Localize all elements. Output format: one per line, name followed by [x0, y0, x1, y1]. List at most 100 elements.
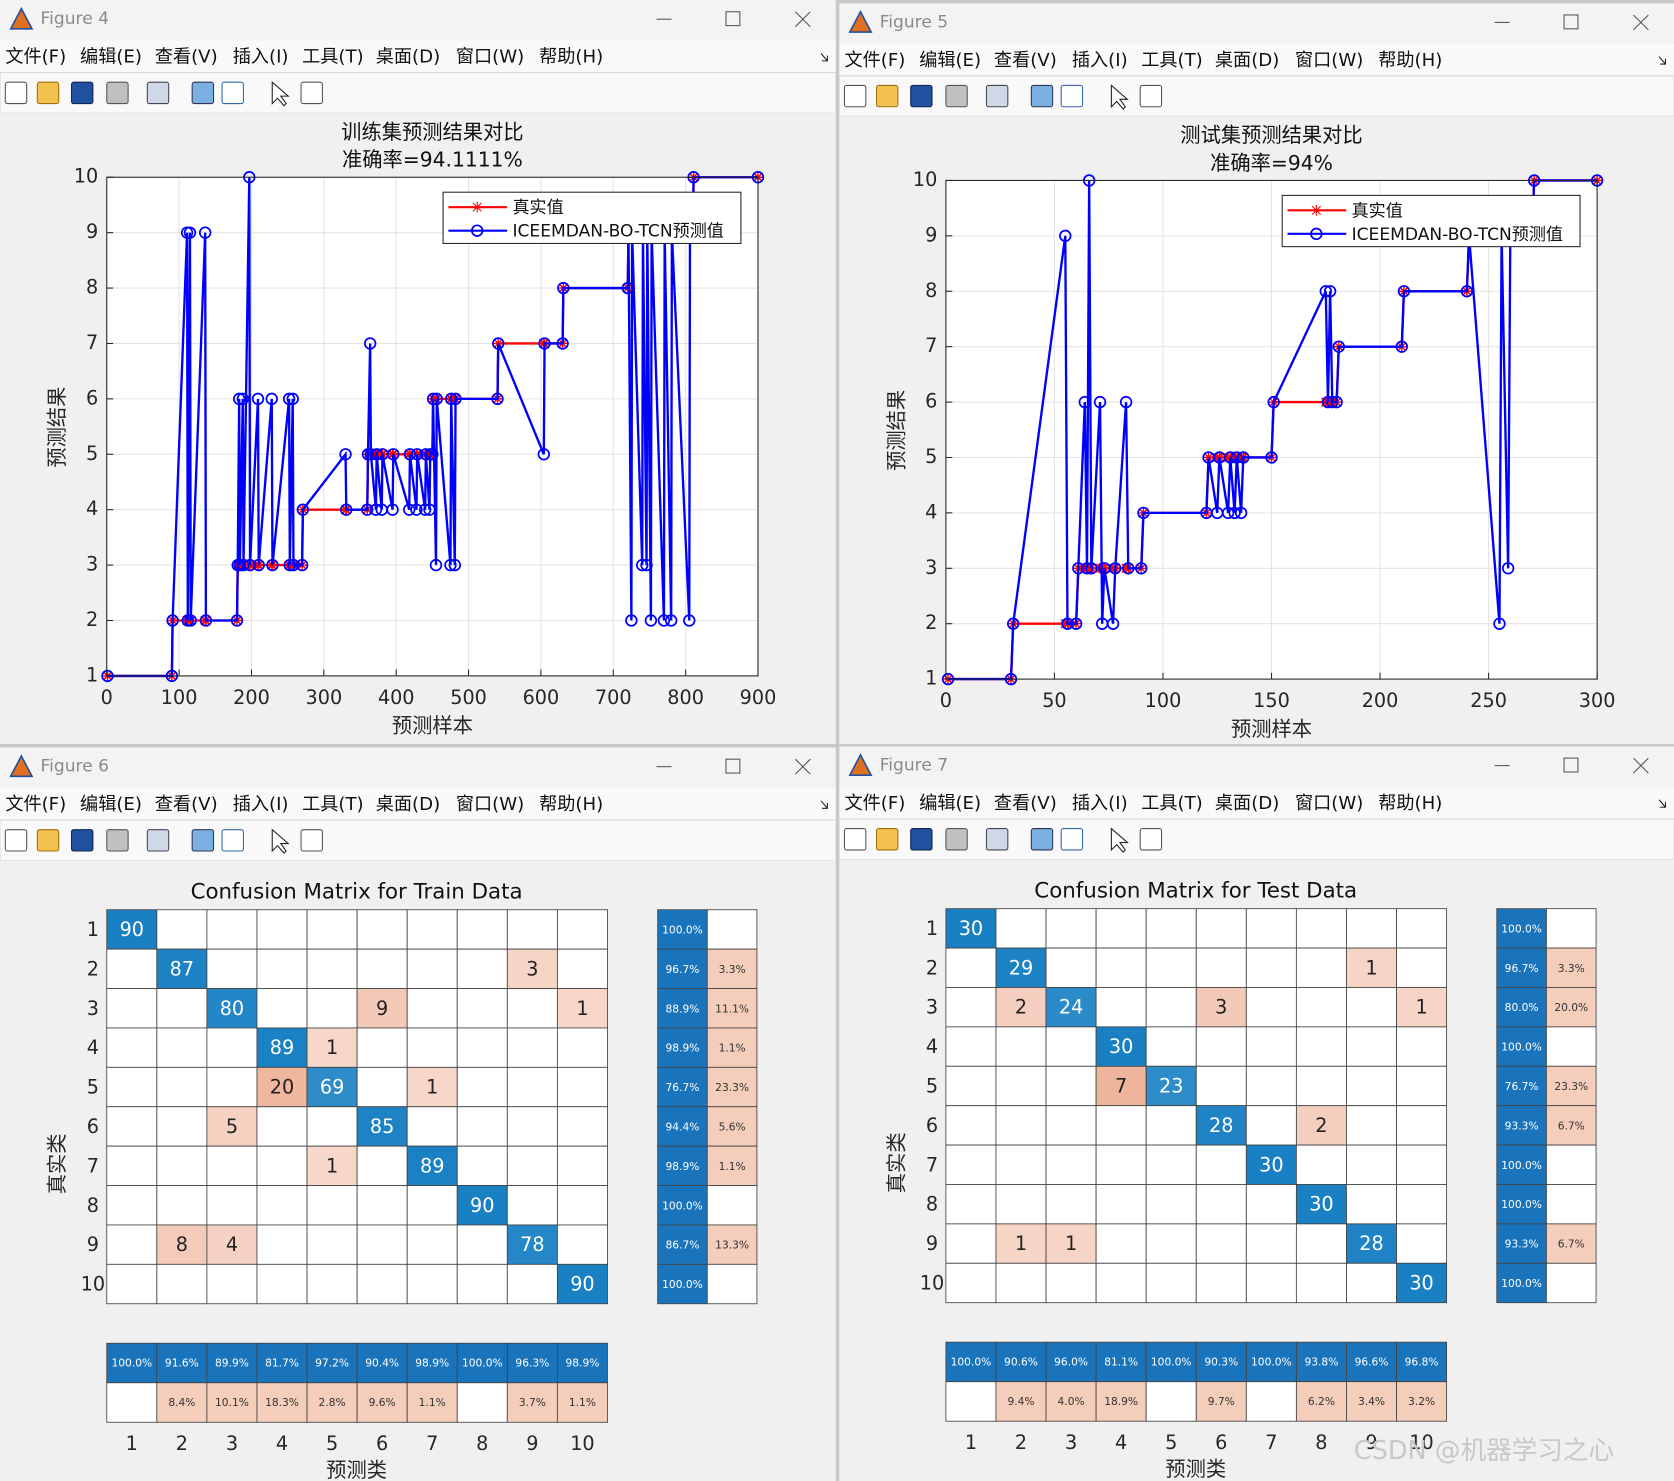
close-button[interactable] — [794, 758, 811, 775]
matrix-cell — [206, 1185, 258, 1226]
row-summary-cell — [657, 1224, 708, 1265]
toolbar-button[interactable] — [106, 829, 129, 852]
menu-item[interactable]: 文件(F) — [844, 50, 905, 71]
menu-item[interactable]: 查看(V) — [155, 794, 218, 815]
maximize-button[interactable] — [725, 11, 741, 27]
toolbar-button[interactable] — [1110, 84, 1129, 110]
menu-item[interactable]: 桌面(D) — [1215, 793, 1279, 814]
toolbar-button[interactable] — [4, 829, 28, 852]
toolbar-button[interactable] — [271, 828, 290, 854]
matrix-cell — [1095, 987, 1147, 1028]
y-tick-label: 7 — [925, 334, 937, 357]
menu-item[interactable]: 桌面(D) — [376, 47, 440, 68]
toolbar-button[interactable] — [146, 829, 170, 852]
menu-item[interactable]: 工具(T) — [1141, 50, 1203, 71]
toolbar-button[interactable] — [843, 828, 867, 851]
toolbar-button[interactable] — [36, 829, 60, 852]
menu-item[interactable]: 桌面(D) — [1215, 50, 1279, 71]
toolbar-button[interactable] — [300, 81, 323, 105]
x-axis-label: 预测类 — [1165, 1457, 1226, 1481]
matrix-cell — [1295, 1262, 1347, 1304]
menu-item[interactable]: 编辑(E) — [919, 50, 981, 71]
menu-item[interactable]: 编辑(E) — [80, 47, 142, 68]
maximize-button[interactable] — [1563, 14, 1579, 30]
toolbar-button[interactable] — [1060, 828, 1084, 851]
matrix-cell — [1245, 947, 1297, 988]
menu-item[interactable]: 查看(V) — [155, 47, 218, 68]
toolbar-button[interactable] — [945, 828, 968, 851]
toolbar-button[interactable] — [70, 81, 94, 105]
toolbar-button[interactable] — [1030, 84, 1054, 108]
menu-item[interactable]: 编辑(E) — [919, 793, 981, 814]
close-button[interactable] — [1633, 757, 1649, 774]
matrix-cell — [1346, 1144, 1397, 1185]
matrix-cell — [356, 909, 408, 950]
menu-item[interactable]: 窗口(W) — [456, 47, 524, 68]
toolbar-button[interactable] — [985, 84, 1009, 108]
column-summary-value: 96.8% — [1405, 1355, 1439, 1368]
menu-item[interactable]: 帮助(H) — [539, 794, 603, 815]
toolbar — [0, 72, 836, 114]
menu-item[interactable]: 查看(V) — [994, 793, 1057, 814]
cell-value: 30 — [959, 917, 983, 940]
toolbar-button[interactable] — [191, 81, 215, 105]
menu-item[interactable]: 编辑(E) — [80, 794, 142, 815]
toolbar-button[interactable] — [843, 84, 867, 108]
toolbar-button[interactable] — [1110, 827, 1129, 853]
close-button[interactable] — [794, 11, 811, 28]
menu-item[interactable]: 帮助(H) — [1378, 793, 1442, 814]
x-tick-label: 200 — [1362, 689, 1399, 712]
menu-item[interactable]: 插入(I) — [233, 794, 289, 815]
toolbar-button[interactable] — [271, 81, 290, 107]
toolbar-button[interactable] — [221, 829, 244, 852]
toolbar-button[interactable] — [191, 829, 215, 852]
menu-item[interactable]: 窗口(W) — [456, 794, 524, 815]
menu-item[interactable]: 桌面(D) — [376, 794, 440, 815]
close-button[interactable] — [1633, 14, 1649, 31]
x-tick-label: 150 — [1253, 689, 1290, 712]
menu-item[interactable]: 工具(T) — [302, 794, 364, 815]
menu-item[interactable]: 查看(V) — [994, 50, 1057, 71]
menu-item[interactable]: 插入(I) — [1072, 50, 1128, 71]
y-axis-label: 真实类 — [884, 1132, 908, 1193]
menu-item[interactable]: 文件(F) — [844, 793, 905, 814]
column-summary-value: 89.9% — [215, 1357, 249, 1370]
matrix-cell — [945, 1223, 997, 1264]
toolbar-button[interactable] — [1030, 828, 1054, 851]
menu-item[interactable]: 窗口(W) — [1295, 50, 1363, 71]
toolbar-button[interactable] — [300, 829, 323, 852]
toolbar-button[interactable] — [875, 84, 899, 108]
title-bar — [839, 746, 1674, 787]
matrix-cell — [1346, 987, 1397, 1028]
column-summary-value: 93.8% — [1304, 1355, 1338, 1368]
menu-item[interactable]: 插入(I) — [1072, 793, 1128, 814]
toolbar-button[interactable] — [4, 81, 28, 105]
menu-item[interactable]: 文件(F) — [5, 47, 66, 68]
menu-item[interactable]: 工具(T) — [302, 47, 364, 68]
toolbar-button[interactable] — [106, 81, 129, 105]
toolbar-button[interactable] — [70, 829, 94, 852]
menu-item[interactable]: 工具(T) — [1141, 793, 1203, 814]
menu-item[interactable]: 帮助(H) — [539, 47, 603, 68]
toolbar-button[interactable] — [1139, 84, 1163, 108]
toolbar-button[interactable] — [1060, 84, 1084, 108]
toolbar-button[interactable] — [945, 84, 968, 108]
maximize-button[interactable] — [1563, 757, 1579, 773]
toolbar-button[interactable] — [910, 828, 933, 851]
toolbar-button[interactable] — [1139, 828, 1163, 851]
maximize-button[interactable] — [725, 758, 741, 774]
toolbar-button[interactable] — [221, 81, 244, 105]
matrix-cell — [1045, 1144, 1097, 1185]
menu-item[interactable]: 文件(F) — [5, 794, 66, 815]
menu-item[interactable]: 帮助(H) — [1378, 50, 1442, 71]
toolbar-button[interactable] — [875, 828, 899, 851]
toolbar-button[interactable] — [985, 828, 1009, 851]
menu-item[interactable]: 窗口(W) — [1295, 793, 1363, 814]
toolbar-button[interactable] — [910, 84, 933, 108]
marker — [266, 558, 279, 572]
marker — [444, 558, 457, 572]
matrix-cell — [1396, 1144, 1448, 1185]
toolbar-button[interactable] — [146, 81, 170, 105]
toolbar-button[interactable] — [36, 81, 60, 105]
menu-item[interactable]: 插入(I) — [233, 47, 289, 68]
